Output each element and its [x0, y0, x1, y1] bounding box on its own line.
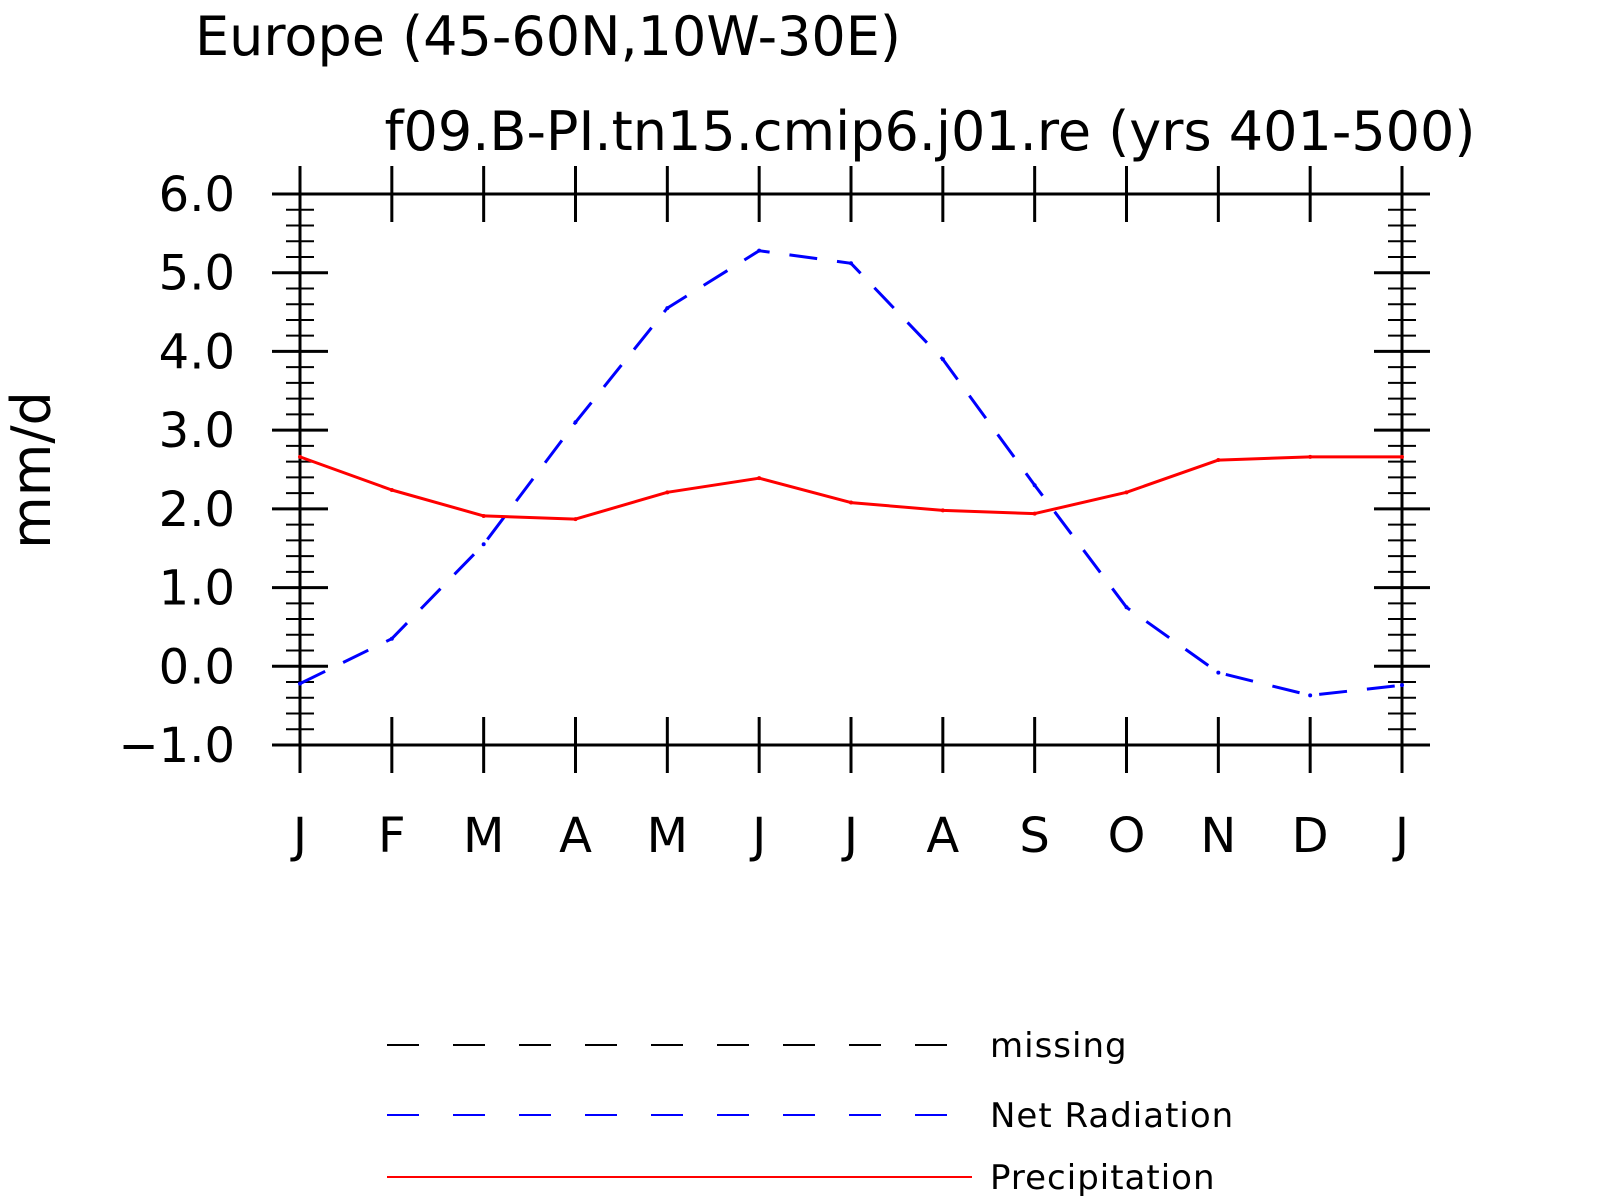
y-tick-label: 4.0	[159, 324, 235, 380]
x-tick-label: J	[749, 808, 766, 864]
series-line-net-radiation	[299, 249, 1403, 697]
x-tick-label: A	[926, 808, 959, 864]
x-tick-label: M	[647, 808, 688, 864]
data-point-net-radiation	[849, 261, 853, 266]
y-axis-label: mm/d	[0, 391, 63, 549]
y-tick-label: 1.0	[159, 561, 235, 617]
plot-frame	[298, 192, 1404, 747]
x-tick-label: D	[1292, 808, 1329, 864]
data-point-net-radiation	[1216, 670, 1221, 675]
data-point-precipitation	[665, 490, 670, 495]
data-point-precipitation	[1124, 490, 1129, 495]
y-axis: −1.0 0.0 1.0 2.0 3.0 4.0 5.0 6.0	[118, 167, 1430, 774]
data-point-net-radiation	[757, 248, 762, 253]
chart-title: Europe (45-60N,10W-30E)	[195, 5, 901, 68]
x-tick-label: J	[841, 808, 858, 864]
y-tick-label: −1.0	[118, 718, 235, 774]
legend-label-precipitation: Precipitation	[990, 1158, 1216, 1198]
data-point-net-radiation	[1124, 605, 1129, 610]
legend-label-missing: missing	[990, 1026, 1128, 1066]
data-point-net-radiation	[573, 420, 578, 425]
data-point-precipitation	[573, 517, 578, 522]
data-point-precipitation	[298, 454, 302, 459]
legend: missing Net Radiation Precipitation	[387, 1026, 1234, 1198]
x-tick-label: J	[1392, 808, 1409, 864]
data-point-precipitation	[1216, 458, 1221, 463]
data-point-precipitation	[481, 513, 486, 518]
data-point-net-radiation	[481, 542, 486, 547]
data-point-precipitation	[389, 487, 394, 492]
y-tick-label: 5.0	[159, 246, 235, 302]
data-point-net-radiation	[298, 681, 302, 686]
data-point-net-radiation	[389, 636, 394, 641]
plot-border	[298, 192, 1404, 747]
data-point-net-radiation	[1400, 683, 1404, 688]
x-tick-label: N	[1200, 808, 1236, 864]
plot-lines	[298, 248, 1404, 698]
data-point-precipitation	[1308, 454, 1313, 459]
y-tick-label: 3.0	[159, 403, 235, 459]
x-tick-label: J	[290, 808, 307, 864]
data-point-net-radiation	[1032, 483, 1037, 488]
data-point-precipitation	[757, 476, 762, 481]
data-point-net-radiation	[940, 357, 945, 362]
y-tick-label: 0.0	[159, 639, 235, 695]
legend-label-net-radiation: Net Radiation	[990, 1096, 1234, 1136]
x-tick-label: M	[463, 808, 504, 864]
data-point-net-radiation	[1308, 693, 1313, 698]
x-tick-label: F	[378, 808, 406, 864]
data-point-precipitation	[940, 508, 945, 513]
data-point-precipitation	[1032, 511, 1037, 516]
data-point-net-radiation	[665, 306, 670, 311]
y-tick-label: 6.0	[159, 167, 235, 223]
x-tick-label: O	[1108, 808, 1146, 864]
data-point-precipitation	[1400, 454, 1404, 459]
x-tick-label: A	[559, 808, 592, 864]
data-point-precipitation	[849, 500, 853, 505]
x-tick-label: S	[1019, 808, 1049, 864]
chart-subtitle: f09.B-PI.tn15.cmip6.j01.re (yrs 401-500)	[385, 100, 1476, 163]
y-tick-label: 2.0	[159, 482, 235, 538]
series-line-precipitation	[299, 455, 1402, 521]
